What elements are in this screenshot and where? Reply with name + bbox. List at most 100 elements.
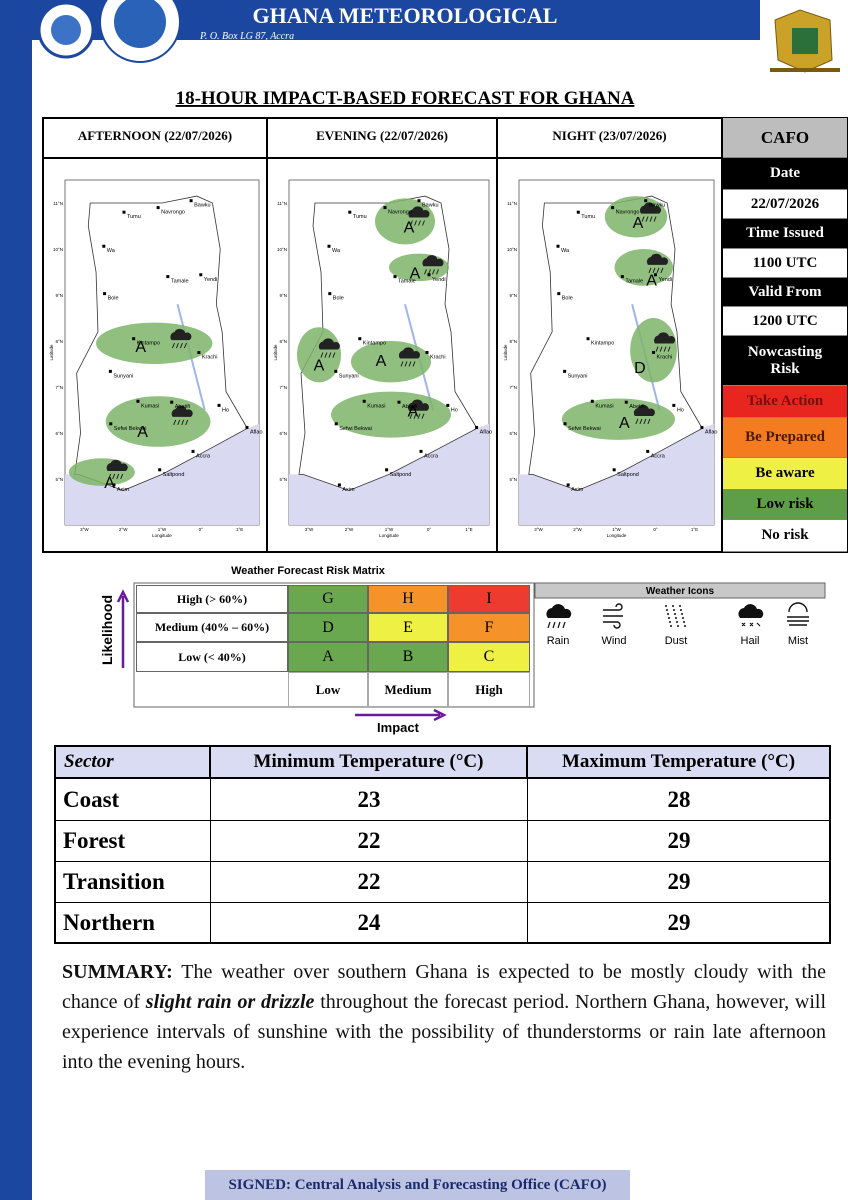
town-label: Krachi <box>430 355 446 361</box>
map-y-tick: 9°N <box>279 293 287 298</box>
map-x-tick: 1°W <box>385 527 394 532</box>
map-y-tick: 7°N <box>55 385 63 390</box>
town-dot <box>334 422 338 426</box>
town-dot <box>191 449 195 453</box>
town-label: Sunyani <box>339 373 359 379</box>
town-dot <box>334 369 338 373</box>
icon-dust <box>673 609 675 611</box>
town-label: Navrongo <box>388 210 412 216</box>
rain-drops <box>635 418 651 425</box>
table-cell: 22 <box>210 861 527 902</box>
sidebar-item: Be Prepared <box>723 418 847 458</box>
rain-drops <box>108 473 124 480</box>
sidebar-item: 1100 UTC <box>723 249 847 278</box>
town-dot <box>109 422 113 426</box>
risk-letter: A <box>135 339 146 356</box>
town-dot <box>563 422 567 426</box>
table-cell: 23 <box>210 778 527 820</box>
town-label: Sunyani <box>568 373 588 379</box>
icon-dust <box>680 609 682 611</box>
address: P. O. Box LG 87, Accra <box>199 31 294 42</box>
summary-text: throughout the forecast period. Northern… <box>62 991 827 1073</box>
town-label: Kumasi <box>595 403 613 409</box>
icon-label: Rain <box>547 635 570 647</box>
rain-drops <box>410 220 425 226</box>
table-header: Sector <box>55 746 210 778</box>
town-label: Kumasi <box>367 403 385 409</box>
table-cell: 29 <box>527 820 830 861</box>
town-dot <box>348 210 352 214</box>
map-y-tick: 10°N <box>277 247 287 252</box>
matrix-cell: B <box>368 642 448 672</box>
summary: SUMMARY: The weather over southern Ghana… <box>62 957 826 1087</box>
town-dot <box>189 199 193 203</box>
town-dot <box>556 244 560 248</box>
risk-letter: A <box>404 220 415 237</box>
town-label: Saltpond <box>163 472 185 478</box>
town-dot <box>327 244 331 248</box>
town-dot <box>112 483 116 487</box>
table-cell: 22 <box>210 820 527 861</box>
map-x-tick: 3°W <box>305 527 314 532</box>
town-label: Bawku <box>194 203 211 209</box>
matrix-cell: I <box>448 585 530 613</box>
town-label: Saltpond <box>617 472 639 478</box>
map-x-tick: 0° <box>199 527 204 532</box>
sidebar-item: Low risk <box>723 490 847 520</box>
matrix-cell: E <box>368 613 448 642</box>
town-dot <box>425 351 429 354</box>
rain-drops <box>655 346 671 352</box>
town-label: Tumu <box>127 214 141 220</box>
map-y-tick: 6°N <box>279 431 287 436</box>
map-y-label: Latitude <box>49 344 54 361</box>
town-dot <box>385 468 389 472</box>
town-label: Tumu <box>581 214 595 220</box>
risk-area <box>351 341 431 383</box>
icon-dust <box>665 605 667 607</box>
town-label: Bole <box>562 296 573 302</box>
town-dot <box>620 275 624 279</box>
town-dot <box>136 399 140 403</box>
rain-drops <box>400 361 416 367</box>
icons-header <box>534 582 826 599</box>
map-x-tick: 0° <box>653 527 658 532</box>
table-cell: Northern <box>55 902 210 943</box>
town-label: Axim <box>342 487 355 493</box>
town-label: Tamale <box>398 279 416 285</box>
town-dot <box>700 425 704 429</box>
town-label: Accra <box>196 453 211 459</box>
icon-label: Dust <box>665 635 688 647</box>
sidebar-item: 1200 UTC <box>723 307 847 336</box>
town-dot <box>652 351 656 354</box>
summary-text: slight rain or drizzle <box>145 991 315 1013</box>
summary-label: SUMMARY: <box>62 961 173 983</box>
sidebar-item: 22/07/2026 <box>723 190 847 219</box>
town-dot <box>337 483 341 487</box>
town-dot <box>557 292 561 296</box>
town-label: Bole <box>108 296 119 302</box>
icon-dust <box>675 617 677 619</box>
map-x-tick: 1°W <box>612 527 621 532</box>
map-y-tick: 7°N <box>509 385 517 390</box>
matrix-cell: G <box>288 585 368 613</box>
icon-dust <box>676 621 678 623</box>
rain-drops <box>409 413 425 419</box>
table-cell: Transition <box>55 861 210 902</box>
town-label: Krachi <box>657 355 673 361</box>
town-label: Wa <box>107 248 116 254</box>
icon-label: Mist <box>788 635 808 647</box>
icon-dust <box>672 605 674 607</box>
page-title: 18-HOUR IMPACT-BASED FORECAST FOR GHANA <box>176 88 635 109</box>
matrix-frame <box>133 582 535 708</box>
rain-drops <box>648 267 664 274</box>
map-y-label: Latitude <box>503 344 508 361</box>
map-y-tick: 11°N <box>53 201 63 206</box>
panel-heading: EVENING (22/07/2026) <box>316 128 448 143</box>
table-cell: Forest <box>55 820 210 861</box>
map-x-tick: 0° <box>427 527 432 532</box>
town-label: Ho <box>222 407 229 413</box>
town-dot <box>132 337 136 341</box>
map-x-label: Longitude <box>379 533 399 538</box>
icon-dust <box>677 625 679 627</box>
